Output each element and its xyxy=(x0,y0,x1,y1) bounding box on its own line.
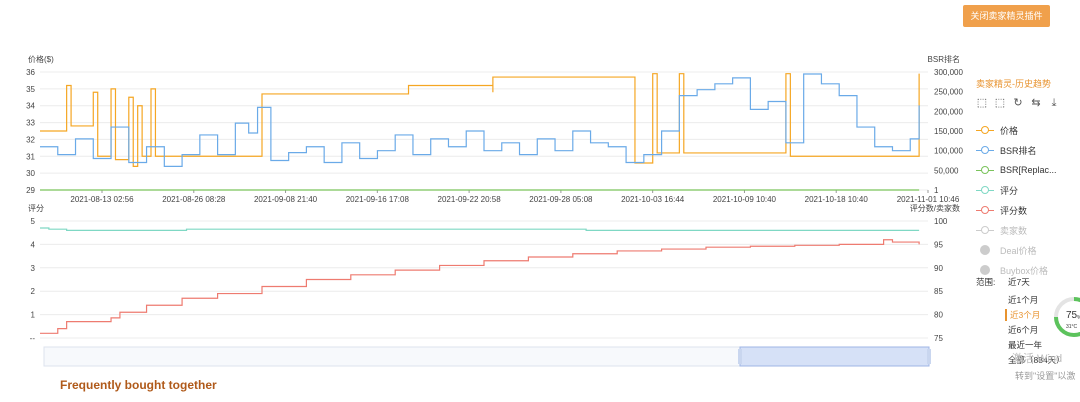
right-tick-label: 90 xyxy=(934,264,943,273)
series-line-1 xyxy=(40,73,920,167)
right-tick-label: 100,000 xyxy=(934,147,963,156)
zoom-handle-left[interactable] xyxy=(738,349,742,364)
activation-watermark: 激活 Wind xyxy=(1012,353,1063,365)
system-gauge-widget: 75 % 31°C xyxy=(1054,297,1080,337)
trend-panel-title: 卖家精灵-历史趋势 xyxy=(976,79,1051,89)
left-tick-label: 29 xyxy=(26,186,35,195)
x-tick-label: 2021-10-09 10:40 xyxy=(713,195,777,204)
right-tick-label: 200,000 xyxy=(934,107,963,116)
zoom-reset-icon[interactable]: ⬚ xyxy=(994,97,1006,109)
right-tick-label: 250,000 xyxy=(934,88,963,97)
range-option[interactable]: 近3个月 xyxy=(1005,309,1040,321)
range-option[interactable]: 近7天 xyxy=(1008,277,1030,287)
legend-dot-icon xyxy=(980,265,990,275)
left-tick-label: -- xyxy=(30,334,36,343)
legend-label: BSR[Replac... xyxy=(1000,165,1057,175)
legend-line-icon xyxy=(976,146,994,154)
legend-item[interactable]: Buybox价格 xyxy=(976,260,1057,280)
left-tick-label: 32 xyxy=(26,135,35,144)
right-tick-label: 50,000 xyxy=(934,166,959,175)
right-tick-label: 80 xyxy=(934,311,943,320)
range-option[interactable]: 全部（884天） xyxy=(1008,355,1065,365)
legend-label: Deal价格 xyxy=(1000,245,1037,256)
data-zoom-slider[interactable] xyxy=(43,346,931,367)
left-tick-label: 30 xyxy=(26,169,35,178)
left-axis-title: 价格($) xyxy=(28,54,54,64)
legend-dot-icon xyxy=(980,245,990,255)
x-tick-label: 2021-09-16 17:08 xyxy=(346,195,410,204)
refresh-icon[interactable]: ↻ xyxy=(1013,97,1023,109)
right-tick-label: 1 xyxy=(934,186,939,195)
left-tick-label: 31 xyxy=(26,152,35,161)
legend-line-icon xyxy=(976,226,994,234)
legend-label: 评分 xyxy=(1000,185,1019,196)
legend-item[interactable]: 卖家数 xyxy=(976,220,1057,240)
x-tick-label: 2021-08-13 02:56 xyxy=(70,195,134,204)
x-tick-label: 2021-10-03 16:44 xyxy=(621,195,685,204)
legend-item[interactable]: 评分数 xyxy=(976,200,1057,220)
right-tick-label: 300,000 xyxy=(934,68,963,77)
right-tick-label: 100 xyxy=(934,217,948,226)
legend-line-icon xyxy=(976,166,994,174)
x-tick-label: 2021-09-28 05:08 xyxy=(529,195,593,204)
frequently-bought-together-heading: Frequently bought together xyxy=(60,378,217,392)
legend-line-icon xyxy=(976,126,994,134)
left-tick-label: 4 xyxy=(31,240,36,249)
left-tick-label: 34 xyxy=(26,102,35,111)
left-tick-label: 2 xyxy=(31,287,36,296)
left-tick-label: 3 xyxy=(31,264,36,273)
gauge-temp: 31°C xyxy=(1066,324,1078,330)
legend-line-icon xyxy=(976,206,994,214)
range-option[interactable]: 近6个月 xyxy=(1008,325,1039,335)
range-option[interactable]: 近1个月 xyxy=(1008,295,1039,305)
gauge-percent-unit: % xyxy=(1077,315,1080,321)
x-tick-label: 2021-08-26 08:28 xyxy=(162,195,226,204)
close-plugin-button[interactable]: 关闭卖家精灵插件 xyxy=(963,5,1050,27)
legend-label: Buybox价格 xyxy=(1000,265,1049,276)
download-icon[interactable]: ⤓ xyxy=(1051,97,1057,109)
right-tick-label: 75 xyxy=(934,334,943,343)
rating-chart: 5 4 3 2 1 -- 100 95 90 85 80 75 评分 评分数/卖家数 xyxy=(28,203,960,343)
legend-item[interactable]: BSR[Replac... xyxy=(976,160,1057,180)
left-tick-label: 33 xyxy=(26,119,35,128)
legend-item[interactable]: Deal价格 xyxy=(976,240,1057,260)
legend-label: 价格 xyxy=(1000,125,1019,136)
legend-label: 卖家数 xyxy=(1000,225,1028,236)
legend-label: BSR排名 xyxy=(1000,145,1037,156)
right-axis-title: 评分数/卖家数 xyxy=(910,203,960,213)
legend-line-icon xyxy=(976,186,994,194)
right-axis-title: BSR排名 xyxy=(928,54,960,64)
chart-toolbox: ⬚ ⬚ ↻ ⇆ ⤓ xyxy=(976,97,1060,109)
activation-watermark-sub: 转到"设置"以激 xyxy=(1015,371,1076,381)
range-label: 范围: xyxy=(976,277,996,287)
x-tick-label: 2021-09-22 20:58 xyxy=(438,195,502,204)
legend-label: 评分数 xyxy=(1000,205,1028,216)
zoom-in-icon[interactable]: ⬚ xyxy=(976,97,988,109)
legend-item[interactable]: 评分 xyxy=(976,180,1057,200)
x-tick-label: 2021-09-08 21:40 xyxy=(254,195,318,204)
history-trend-chart: 3635343332313029300,000250,000200,000150… xyxy=(26,54,963,367)
range-option[interactable]: 最近一年 xyxy=(1008,340,1043,350)
price-bsr-chart: 3635343332313029300,000250,000200,000150… xyxy=(26,54,963,204)
series-line-1 xyxy=(40,239,920,334)
series-line-0 xyxy=(40,73,920,167)
legend-item[interactable]: BSR排名 xyxy=(976,140,1057,160)
left-tick-label: 5 xyxy=(31,217,36,226)
left-tick-label: 1 xyxy=(31,311,36,320)
legend-item[interactable]: 价格 xyxy=(976,120,1057,140)
x-tick-label: 2021-11-01 10:46 xyxy=(897,195,960,204)
right-tick-label: 85 xyxy=(934,287,943,296)
series-line-0 xyxy=(40,227,920,231)
right-tick-label: 150,000 xyxy=(934,127,963,136)
left-tick-label: 36 xyxy=(26,68,35,77)
swap-icon[interactable]: ⇆ xyxy=(1031,97,1041,109)
chart-legend: 价格 BSR排名 BSR[Replac... 评分评分数卖家数 Deal价格 Buybox… xyxy=(976,120,1057,280)
right-tick-label: 95 xyxy=(934,240,943,249)
gauge-percent: 75 xyxy=(1066,310,1078,321)
left-axis-title: 评分 xyxy=(28,204,44,213)
left-tick-label: 35 xyxy=(26,85,35,94)
zoom-handle-right[interactable] xyxy=(927,349,931,364)
x-tick-label: 2021-10-18 10:40 xyxy=(805,195,869,204)
